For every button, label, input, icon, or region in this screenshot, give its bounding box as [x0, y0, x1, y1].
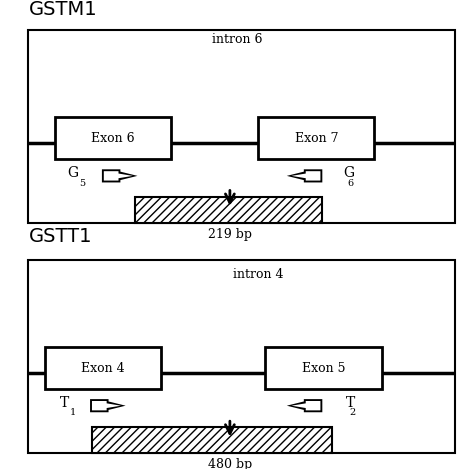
- Text: intron 4: intron 4: [233, 268, 283, 281]
- Bar: [258, 117, 374, 159]
- Text: 1: 1: [70, 408, 76, 417]
- Polygon shape: [92, 401, 121, 410]
- Bar: [135, 197, 322, 223]
- Polygon shape: [104, 171, 133, 181]
- Bar: [92, 427, 332, 453]
- Polygon shape: [292, 171, 320, 181]
- Text: GSTM1: GSTM1: [28, 0, 97, 19]
- Text: 480 bp: 480 bp: [208, 458, 252, 469]
- Text: 6: 6: [347, 179, 354, 188]
- Polygon shape: [102, 169, 137, 182]
- Text: GSTT1: GSTT1: [28, 227, 92, 246]
- Text: intron 6: intron 6: [212, 33, 262, 46]
- Text: T: T: [59, 396, 69, 410]
- Text: G: G: [67, 166, 78, 180]
- Text: Exon 4: Exon 4: [81, 362, 125, 375]
- Text: Exon 6: Exon 6: [91, 132, 135, 145]
- Text: Exon 5: Exon 5: [302, 362, 345, 375]
- Bar: [28, 260, 455, 453]
- Text: 2: 2: [350, 408, 356, 417]
- Text: Exon 7: Exon 7: [295, 132, 338, 145]
- Bar: [28, 30, 455, 223]
- Text: 5: 5: [79, 179, 85, 188]
- Polygon shape: [292, 401, 320, 410]
- Bar: [45, 347, 161, 389]
- Text: 219 bp: 219 bp: [208, 228, 252, 241]
- Text: T: T: [346, 396, 356, 410]
- Text: G: G: [344, 166, 355, 180]
- Polygon shape: [287, 399, 322, 412]
- Polygon shape: [287, 169, 322, 182]
- Bar: [55, 117, 171, 159]
- Bar: [265, 347, 382, 389]
- Polygon shape: [90, 399, 126, 412]
